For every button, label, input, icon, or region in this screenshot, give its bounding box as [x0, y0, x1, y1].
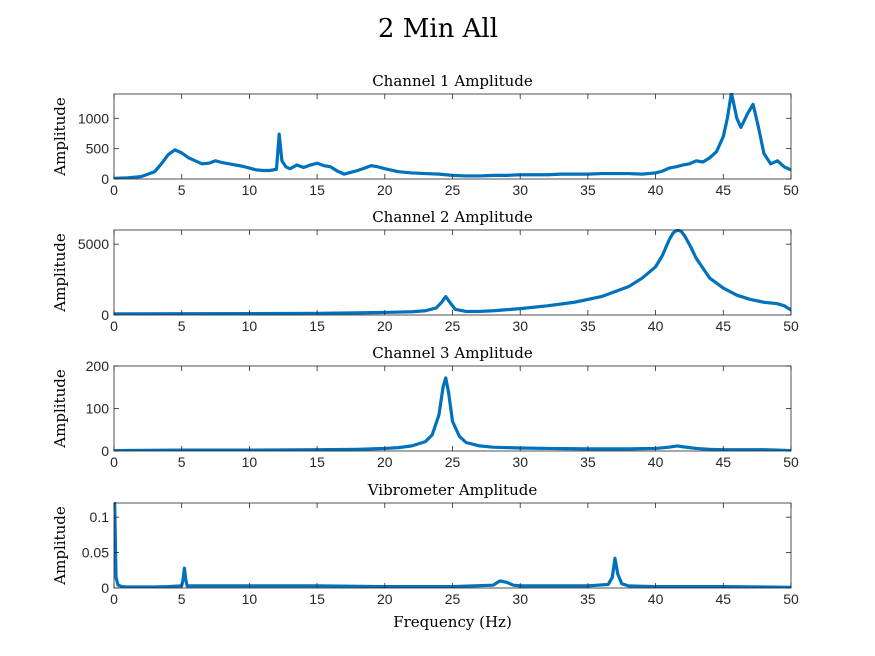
x-tick-label: 35	[580, 591, 596, 607]
x-tick-label: 25	[445, 454, 461, 470]
plot-area	[114, 366, 791, 451]
x-tick-label: 30	[512, 591, 528, 607]
x-tick-label: 20	[377, 591, 393, 607]
y-tick-label: 500	[86, 141, 110, 157]
x-tick-label: 50	[783, 591, 799, 607]
series-line-1	[114, 93, 791, 179]
x-tick-label: 20	[377, 318, 393, 334]
y-tick-label: 5000	[78, 236, 109, 252]
x-tick-label: 25	[445, 182, 461, 198]
x-tick-label: 40	[648, 454, 664, 470]
x-tick-label: 5	[178, 591, 186, 607]
plot-area	[114, 94, 791, 179]
x-tick-label: 50	[783, 318, 799, 334]
series-line-1	[114, 376, 791, 451]
x-tick-label: 20	[377, 182, 393, 198]
y-axis-label: Amplitude	[51, 506, 69, 586]
y-tick-label: 200	[86, 358, 110, 374]
y-tick-label: 1000	[78, 110, 109, 126]
x-tick-label: 10	[242, 318, 258, 334]
subplot-title: Channel 3 Amplitude	[372, 344, 533, 362]
x-tick-label: 40	[648, 591, 664, 607]
y-tick-label: 0.1	[90, 509, 110, 525]
x-tick-label: 35	[580, 454, 596, 470]
x-tick-label: 35	[580, 318, 596, 334]
x-tick-label: 30	[512, 318, 528, 334]
subplot-4: 0 5 10 15 20 25 30 35 40 45 50 0 0.05 0.1 Vibrometer A…	[51, 481, 799, 631]
y-tick-label: 0.05	[82, 545, 109, 561]
x-tick-label: 30	[512, 182, 528, 198]
x-tick-label: 25	[445, 591, 461, 607]
y-axis-label: Amplitude	[51, 97, 69, 177]
x-tick-label: 15	[309, 318, 325, 334]
x-tick-label: 5	[178, 454, 186, 470]
y-tick-label: 0	[101, 307, 109, 323]
y-axis-label: Amplitude	[51, 369, 69, 449]
subplot-title: Channel 2 Amplitude	[372, 208, 533, 226]
x-tick-label: 40	[648, 318, 664, 334]
x-tick-label: 20	[377, 454, 393, 470]
x-axis-label: Frequency (Hz)	[393, 613, 512, 631]
x-tick-label: 5	[178, 182, 186, 198]
y-axis-label: Amplitude	[51, 233, 69, 313]
subplot-title: Vibrometer Amplitude	[367, 481, 538, 499]
x-tick-label: 45	[716, 318, 732, 334]
x-tick-label: 45	[716, 591, 732, 607]
y-tick-label: 0	[101, 443, 109, 459]
x-tick-label: 35	[580, 182, 596, 198]
plot-area	[114, 230, 791, 315]
x-tick-label: 10	[242, 454, 258, 470]
x-tick-label: 0	[110, 591, 118, 607]
x-tick-label: 25	[445, 318, 461, 334]
x-tick-label: 15	[309, 182, 325, 198]
x-tick-label: 40	[648, 182, 664, 198]
x-tick-label: 10	[242, 182, 258, 198]
x-tick-label: 30	[512, 454, 528, 470]
figure-title: 2 Min All	[378, 14, 498, 44]
x-tick-label: 0	[110, 318, 118, 334]
x-tick-label: 10	[242, 591, 258, 607]
series-line-1	[114, 229, 791, 315]
x-tick-label: 50	[783, 182, 799, 198]
x-tick-label: 45	[716, 454, 732, 470]
x-tick-label: 45	[716, 182, 732, 198]
y-tick-label: 0	[101, 580, 109, 596]
y-tick-label: 0	[101, 171, 109, 187]
subplot-title: Channel 1 Amplitude	[372, 72, 533, 90]
x-tick-label: 50	[783, 454, 799, 470]
x-tick-label: 15	[309, 454, 325, 470]
subplot-2: 0 5 10 15 20 25 30 35 40 45 50 0 5000 Channel 2 Ampli…	[51, 208, 799, 334]
subplot-3: 0 5 10 15 20 25 30 35 40 45 50 0 100 200 Channel 3 Amp…	[51, 344, 799, 470]
y-tick-label: 100	[86, 401, 110, 417]
plot-area	[114, 503, 791, 588]
x-tick-label: 0	[110, 182, 118, 198]
x-tick-label: 15	[309, 591, 325, 607]
x-tick-label: 0	[110, 454, 118, 470]
x-tick-label: 5	[178, 318, 186, 334]
